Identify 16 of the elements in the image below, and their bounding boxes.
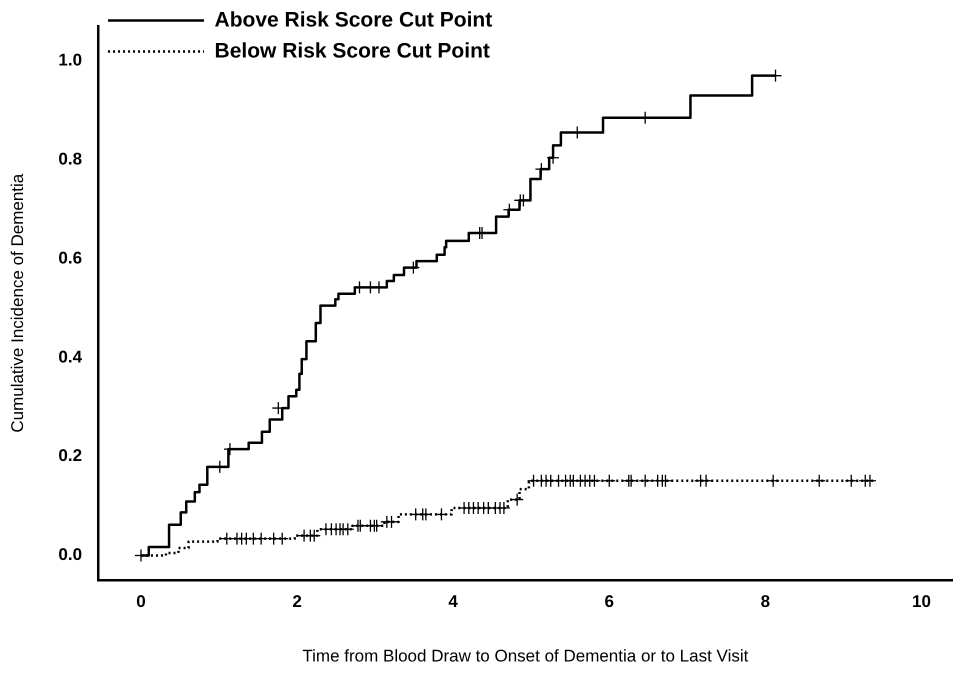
legend-label: Below Risk Score Cut Point [214, 39, 490, 62]
y-tick-label: 0.0 [58, 545, 82, 564]
x-tick-label: 4 [448, 592, 458, 612]
y-tick-label: 0.8 [58, 149, 82, 168]
y-axis-title: Cumulative Incidence of Dementia [8, 173, 27, 433]
y-tick-label: 0.2 [58, 446, 82, 466]
x-tick-label: 10 [912, 592, 931, 612]
x-axis-title: Time from Blood Draw to Onset of Dementia or to Last Visit [302, 646, 749, 666]
x-tick-label: 0 [136, 592, 146, 612]
legend-label: Above Risk Score Cut Point [214, 8, 492, 32]
y-tick-label: 1.0 [58, 50, 82, 70]
y-tick-label: 0.4 [58, 347, 83, 366]
x-tick-label: 2 [292, 592, 302, 612]
x-tick-label: 6 [604, 592, 614, 612]
x-tick-label: 8 [760, 592, 770, 612]
y-tick-label: 0.6 [58, 248, 82, 268]
